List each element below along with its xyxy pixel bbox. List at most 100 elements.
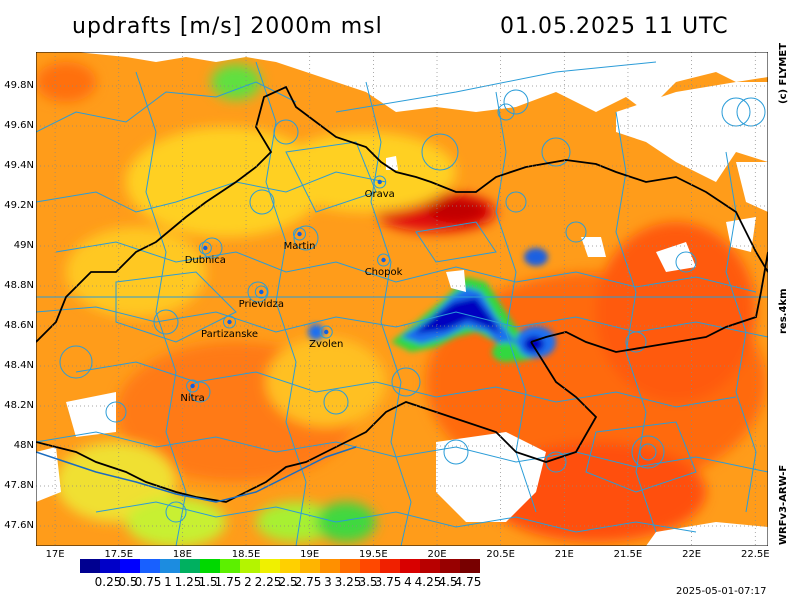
legend-label: 1.25 [174,575,202,589]
lon-label: 17.5E [104,549,134,560]
lon-label: 21E [554,549,574,560]
river-line [36,446,357,503]
city-marker[interactable]: Partizanske [201,315,258,340]
city-ring [293,227,307,241]
city-ring [377,253,391,267]
strong-updraft-cells [73,248,556,420]
city-dot [259,289,264,295]
city-marker[interactable]: Zvolen [309,325,343,350]
lat-label: 48N [13,440,34,451]
legend-swatch [140,559,160,573]
legend-label: 3 [324,575,332,589]
legend-label: 1 [164,575,172,589]
lat-label: 48.6N [4,320,34,331]
legend-label: 2.25 [254,575,282,589]
legend-label: 2.75 [294,575,322,589]
lon-label: 21.5E [613,549,643,560]
legend-label: 0.5 [118,575,138,589]
updraft-field [36,62,766,546]
lat-label: 48.8N [4,280,34,291]
lat-label: 49N [13,240,34,251]
lat-label: 48.4N [4,360,34,371]
legend-label: 4 [404,575,412,589]
legend-swatch [380,559,400,573]
city-marker[interactable]: Martin [284,227,316,252]
legend-swatch [100,559,120,573]
country-border [36,85,768,503]
city-label: Prievidza [239,299,284,310]
legend-swatch [180,559,200,573]
lat-label: 49.6N [4,120,34,131]
legend-swatch [260,559,280,573]
city-label: Martin [284,241,316,252]
lon-label: 20.5E [486,549,515,560]
city-ring [223,315,237,329]
lon-label: 19.5E [359,549,388,560]
city-dot [324,329,329,335]
city-label: Dubnica [185,255,226,266]
lat-label: 49.8N [4,80,34,91]
city-marker[interactable]: Dubnica [185,241,226,266]
legend-swatch [420,559,440,573]
airspace-lines [36,61,768,546]
city-dot [381,257,386,263]
legend-swatch [300,559,320,573]
city-dot [190,383,195,389]
city-label: Nitra [180,393,204,404]
legend-label: 3.25 [334,575,362,589]
city-ring [254,285,268,299]
lon-label: 17E [45,549,65,560]
legend-label: 2 [244,575,252,589]
city-dot [377,179,382,185]
lon-label: 22E [682,549,702,560]
city-label: Chopok [365,267,403,278]
lat-label: 49.2N [4,200,34,211]
legend-label: 3.5 [358,575,378,589]
city-marker[interactable]: Prievidza [239,285,284,310]
legend-swatch [280,559,300,573]
legend-swatch [160,559,180,573]
lat-label: 47.6N [4,520,34,531]
legend-swatch [440,559,460,573]
legend-label: 0.25 [94,575,122,589]
legend-label: 0.75 [134,575,162,589]
legend-swatch [200,559,220,573]
legend-swatch [220,559,240,573]
city-ring [373,175,387,189]
legend-swatch [240,559,260,573]
legend-swatch [360,559,380,573]
city-marker[interactable]: Orava [365,175,395,200]
lat-label: 47.8N [4,480,34,491]
legend-label: 1.5 [198,575,218,589]
city-dot [203,245,208,251]
legend-swatch [400,559,420,573]
legend-label: 2.5 [278,575,298,589]
title-left: updrafts [m/s] 2000m msl [72,14,383,39]
no-data-areas [36,52,768,546]
legend-label: 1.75 [214,575,242,589]
city-marker[interactable]: Nitra [180,379,205,404]
city-label: Zvolen [309,339,343,350]
legend-label: 4.75 [454,575,482,589]
legend-swatch [320,559,340,573]
lon-label: 19E [300,549,320,560]
city-marker[interactable]: Chopok [365,253,403,278]
lon-label: 18E [172,549,192,560]
model-label: WRFv3-ARW-F [778,464,789,545]
city-ring [319,325,333,339]
resolution-label: res.4km [778,288,789,335]
city-label: Orava [365,189,395,200]
legend-label: 3.75 [374,575,402,589]
city-ring [186,379,200,393]
lon-label: 22.5E [740,549,770,560]
city-dot [297,231,302,237]
legend-colorbar [80,559,480,573]
legend-swatch [460,559,480,573]
updraft-map[interactable]: Orava Martin Dubnica Chopok Prievidza Partiza… [36,52,768,546]
lon-label: 18.5E [231,549,261,560]
lat-label: 49.4N [4,160,34,171]
legend-swatch [80,559,100,573]
city-label: Partizanske [201,329,258,340]
timestamp: 2025-05-01-07:17 [676,586,767,597]
legend-swatch [340,559,360,573]
